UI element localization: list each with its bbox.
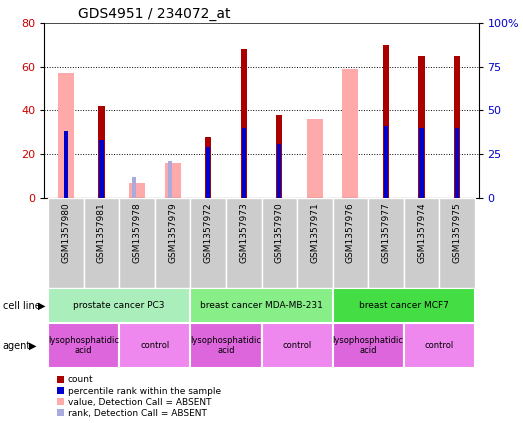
Bar [64,132,68,198]
Bar [439,198,475,288]
Text: cell line: cell line [3,300,40,310]
Bar [48,288,190,323]
Bar [297,198,333,288]
Bar [343,69,358,198]
Bar [155,198,190,288]
Bar [333,198,368,288]
Text: breast cancer MDA-MB-231: breast cancer MDA-MB-231 [200,301,323,310]
Text: lysophosphatidic
acid: lysophosphatidic acid [190,336,262,355]
Bar [132,177,137,198]
Bar [190,288,333,323]
Bar [99,140,104,198]
Bar [383,45,389,198]
Text: prostate cancer PC3: prostate cancer PC3 [73,301,165,310]
Bar [419,128,424,198]
Bar [226,198,262,288]
Bar [262,323,333,368]
Text: GSM1357980: GSM1357980 [61,203,70,263]
Bar [277,144,281,198]
Text: ▶: ▶ [38,300,46,310]
Text: GSM1357977: GSM1357977 [382,203,391,263]
Text: GSM1357972: GSM1357972 [203,203,213,263]
Bar [333,323,404,368]
Text: GSM1357974: GSM1357974 [417,203,426,263]
Text: GSM1357975: GSM1357975 [453,203,462,263]
Bar [454,56,460,198]
Text: control: control [425,341,454,350]
Text: control: control [140,341,169,350]
Bar [58,73,74,198]
Bar [206,147,210,198]
Bar [404,323,475,368]
Bar [165,163,180,198]
Text: breast cancer MCF7: breast cancer MCF7 [359,301,449,310]
Bar [333,288,475,323]
Bar [48,198,84,288]
Legend: count, percentile rank within the sample, value, Detection Call = ABSENT, rank, : count, percentile rank within the sample… [57,375,221,418]
Text: lysophosphatidic
acid: lysophosphatidic acid [48,336,119,355]
Bar [262,198,297,288]
Bar [167,161,172,198]
Bar [48,323,119,368]
Bar [98,106,105,198]
Text: GSM1357971: GSM1357971 [310,203,320,263]
Bar [368,198,404,288]
Bar [190,198,226,288]
Bar [241,49,247,198]
Text: GDS4951 / 234072_at: GDS4951 / 234072_at [78,7,231,21]
Text: GSM1357981: GSM1357981 [97,203,106,263]
Bar [276,115,282,198]
Bar [119,198,155,288]
Bar [119,323,190,368]
Bar [205,137,211,198]
Bar [455,128,459,198]
Bar [307,119,323,198]
Text: control: control [282,341,312,350]
Text: ▶: ▶ [29,341,36,351]
Text: GSM1357973: GSM1357973 [239,203,248,263]
Text: GSM1357979: GSM1357979 [168,203,177,263]
Bar [242,128,246,198]
Bar [129,183,145,198]
Text: lysophosphatidic
acid: lysophosphatidic acid [333,336,404,355]
Bar [84,198,119,288]
Bar [418,56,425,198]
Text: GSM1357978: GSM1357978 [132,203,141,263]
Text: GSM1357970: GSM1357970 [275,203,284,263]
Text: agent: agent [3,341,31,351]
Bar [404,198,439,288]
Text: GSM1357976: GSM1357976 [346,203,355,263]
Bar [384,126,388,198]
Bar [190,323,262,368]
